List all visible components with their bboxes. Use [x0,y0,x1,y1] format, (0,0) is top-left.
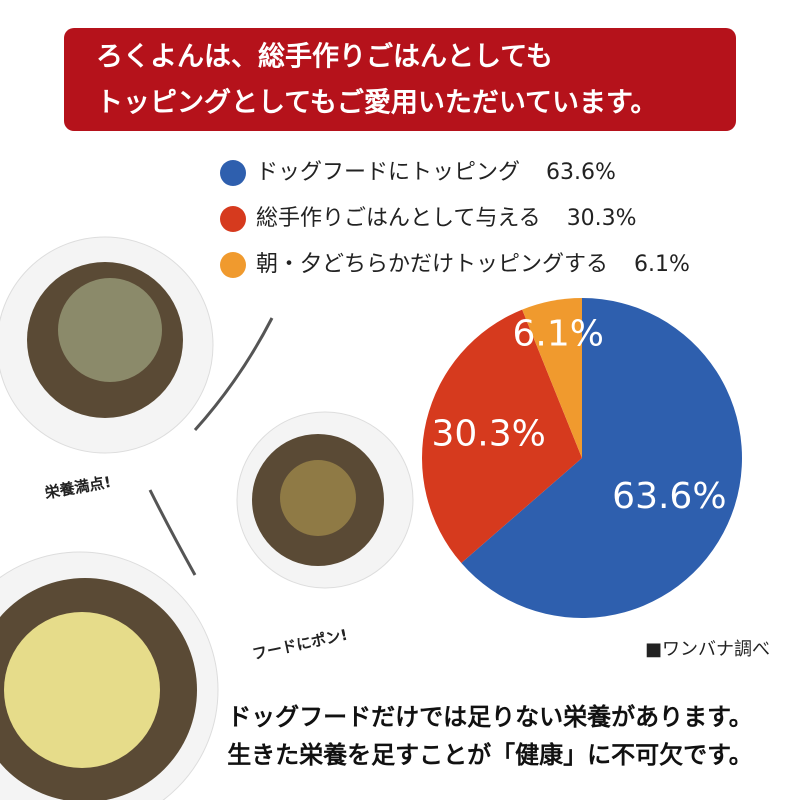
title-line: トッピングとしてもご愛用いただいています。 [96,87,657,119]
pie-slice [522,298,582,458]
annotation: 栄養満点! [42,473,112,503]
slice-label: 63.6% [612,476,726,517]
legend-marker [220,252,246,278]
legend-marker [220,160,246,186]
legend-label: 総手作りごはんとして与える [256,206,541,231]
legend-label: 朝・夕どちらかだけトッピングする [256,252,608,277]
plate-photos [0,236,414,804]
footer-line: ドッグフードだけでは足りない栄養があります。 [227,703,753,731]
footer-line: 生きた栄養を足すことが「健康」に不可欠です。 [227,741,753,769]
pie-slice [421,309,582,564]
pie-slice [461,297,743,618]
legend-label: ドッグフードにトッピング [256,160,520,185]
title-banner [64,28,736,131]
legend-value: 63.6% [546,160,616,185]
title-line: ろくよんは、総手作りごはんとしても [96,41,553,73]
source: ■ワンバナ調べ [645,639,770,660]
annotation: フードにポン! [251,626,349,664]
legend-value: 6.1% [634,252,690,277]
legend-value: 30.3% [567,206,637,231]
legend-marker [220,206,246,232]
slice-label: 30.3% [431,414,545,455]
slice-label: 6.1% [512,313,603,354]
